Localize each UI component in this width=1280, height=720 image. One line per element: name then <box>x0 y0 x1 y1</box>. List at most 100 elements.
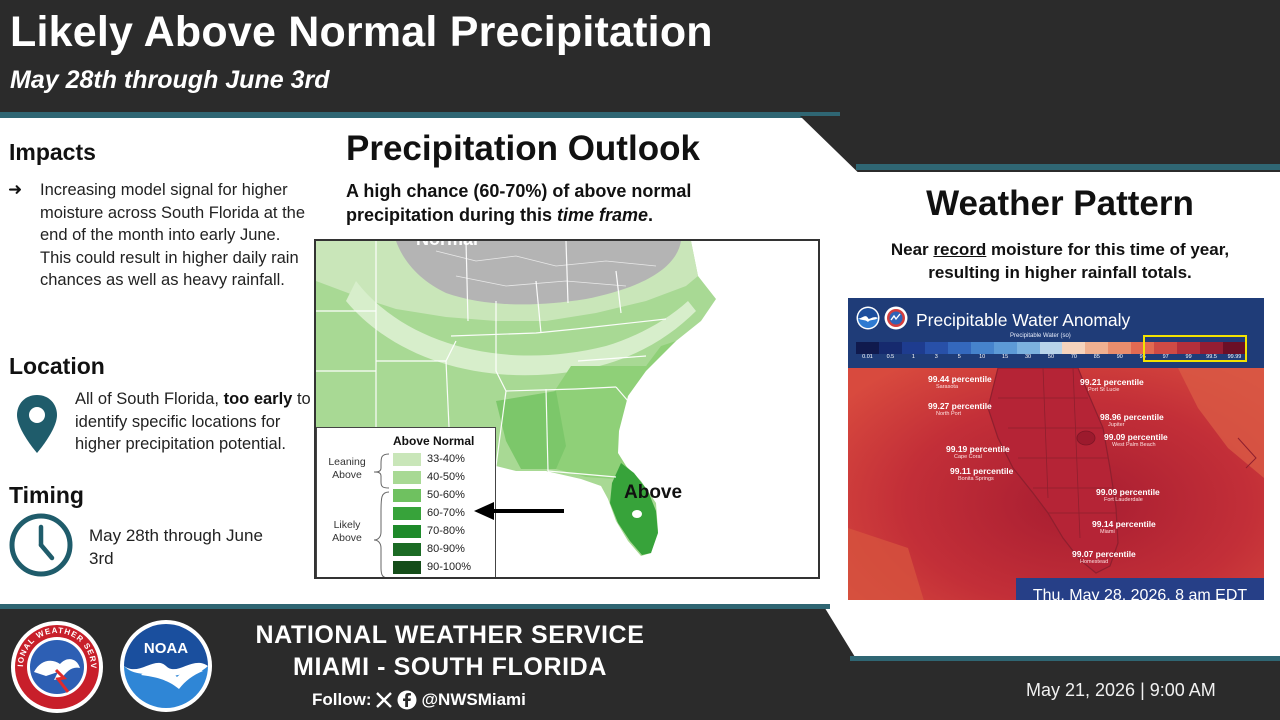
location-text-pre: All of South Florida, <box>75 390 224 408</box>
weather-pattern-subtitle: Near record moisture for this time of ye… <box>858 238 1262 284</box>
outlook-heading: Precipitation Outlook <box>346 129 700 168</box>
legend-swatch <box>393 561 421 574</box>
pw-colorbar-tick: 30 <box>1024 354 1032 360</box>
pw-colorbar-ticks: 0.01 0.5 1 3 5 10 15 30 50 70 85 90 95 97 99 99.5 99.99 <box>856 354 1246 360</box>
precipitable-water-panel: Precipitable Water Anomaly Precipitable … <box>848 298 1264 614</box>
pw-colorbar-label: Precipitable Water (so) <box>1010 333 1071 339</box>
footer-org-line1: NATIONAL WEATHER SERVICE <box>255 621 645 649</box>
pw-colorbar-cell <box>947 342 971 354</box>
pw-colorbar-tick: 85 <box>1093 354 1100 360</box>
legend-swatch <box>393 543 421 556</box>
pw-colorbar-tick: 5 <box>957 354 961 360</box>
map-label-normal: Normal <box>416 239 479 249</box>
legend-row: 90-100% <box>393 560 493 576</box>
pw-reading-city: Bonita Springs <box>958 476 994 482</box>
legend-row: 70-80% <box>393 524 493 540</box>
footer-accent-stripe-right <box>850 656 1280 661</box>
pw-reading-value: 99.21 percentile <box>1080 377 1144 387</box>
impacts-text: Increasing model signal for higher moist… <box>40 181 306 289</box>
pw-colorbar-tick: 99 <box>1185 354 1192 360</box>
pw-colorbar-cell <box>1085 342 1109 354</box>
pw-reading-city: Sarasota <box>936 384 959 390</box>
facebook-logo-icon[interactable] <box>397 690 417 710</box>
pw-reading-city: Cape Coral <box>954 454 982 460</box>
pw-timestamp: Thu, May 28, 2026, 8 am EDT <box>1016 578 1264 614</box>
pw-colorbar-cell <box>878 342 902 354</box>
pw-colorbar-tick: 95 <box>1139 354 1146 360</box>
timing-text: May 28th through June 3rd <box>89 526 263 568</box>
pw-colorbar-tick: 0.01 <box>862 354 873 360</box>
location-text: All of South Florida, too early to ident… <box>75 388 315 456</box>
outlook-subtitle-italic: time frame <box>557 205 649 225</box>
pw-reading-value: 99.19 percentile <box>946 444 1010 454</box>
pw-reading-value: 98.96 percentile <box>1100 412 1164 422</box>
pw-anomaly-map <box>848 367 1264 614</box>
pw-colorbar-tick: 1 <box>911 354 915 360</box>
legend-label: 80-90% <box>427 543 465 555</box>
pw-colorbar-cell <box>993 342 1017 354</box>
pw-colorbar-cell <box>970 342 994 354</box>
pw-colorbar-tick: 99.5 <box>1206 354 1217 360</box>
highlight-arrow-icon <box>474 502 564 520</box>
map-pin-icon <box>17 395 57 453</box>
pw-colorbar-cell <box>1131 342 1155 354</box>
weather-pattern-subtitle-pre: Near <box>890 240 934 259</box>
legend-braces <box>373 453 390 577</box>
legend-row: 60-70% <box>393 506 493 522</box>
legend-label: 50-60% <box>427 489 465 501</box>
pw-colorbar-tick: 90 <box>1116 354 1123 360</box>
pw-reading-city: Fort Lauderdale <box>1104 497 1143 503</box>
legend-swatch <box>393 453 421 466</box>
pw-colorbar-cell <box>1016 342 1040 354</box>
pw-colorbar-highlight-box <box>1143 335 1247 362</box>
clock-icon <box>9 513 73 577</box>
legend-row: 80-90% <box>393 542 493 558</box>
nws-mini-logo-icon <box>884 306 908 330</box>
pw-reading-value: 99.27 percentile <box>928 401 992 411</box>
weather-pattern-subtitle-post: moisture for this time of year, resultin… <box>928 240 1230 282</box>
pw-colorbar-cell <box>1223 342 1246 354</box>
outlook-subtitle-pre: A high chance (60-70%) of above normal p… <box>346 181 692 225</box>
legend-label: 40-50% <box>427 471 465 483</box>
pw-colorbar-cell <box>1108 342 1132 354</box>
legend-label: 60-70% <box>427 507 465 519</box>
legend-group-likely: Likely Above <box>332 519 362 544</box>
page-title: Likely Above Normal Precipitation <box>10 8 713 56</box>
outlook-subtitle: A high chance (60-70%) of above normal p… <box>346 179 796 227</box>
legend-swatch <box>393 471 421 484</box>
pw-colorbar-tick: 3 <box>934 354 938 360</box>
pw-colorbar-tick: 70 <box>1070 354 1077 360</box>
legend-group-leaning: Leaning Above <box>328 456 366 481</box>
pw-colorbar-cell <box>1154 342 1178 354</box>
legend-row: 33-40% <box>393 452 493 468</box>
location-heading: Location <box>9 353 105 379</box>
pw-colorbar-tick: 0.5 <box>886 354 895 360</box>
pw-colorbar-cell <box>856 342 879 354</box>
location-text-post: to identify specific locations for highe… <box>75 390 311 453</box>
legend-label: 90-100% <box>427 561 472 573</box>
x-logo-icon[interactable] <box>375 691 393 709</box>
pw-colorbar-tick: 99.99 <box>1227 354 1242 360</box>
nws-seal-logo: NATIONAL WEATHER SERVICE <box>10 620 103 713</box>
pw-reading-city: West Palm Beach <box>1112 442 1156 448</box>
legend-row: 40-50% <box>393 470 493 486</box>
header-accent-stripe <box>0 112 840 118</box>
weather-pattern-subtitle-underlined: record <box>933 240 987 259</box>
legend-row: 50-60% <box>393 488 493 504</box>
pw-colorbar-cell <box>1177 342 1201 354</box>
outlook-map-graphic <box>316 241 818 577</box>
legend-swatch <box>393 507 421 520</box>
pw-panel-title: Precipitable Water Anomaly <box>916 310 1131 330</box>
legend-title: Above Normal <box>393 434 475 448</box>
header-banner: Likely Above Normal Precipitation May 28… <box>0 0 1280 118</box>
pw-reading-value: 99.44 percentile <box>928 374 992 384</box>
pw-colorbar <box>856 342 1246 354</box>
pw-colorbar-tick: 97 <box>1162 354 1169 360</box>
footer-org-line2: MIAMI - SOUTH FLORIDA <box>293 653 607 681</box>
pw-reading-value: 99.14 percentile <box>1092 519 1156 529</box>
pw-reading-value: 99.09 percentile <box>1104 432 1168 442</box>
social-follow: Follow: @NWSMiami <box>312 688 526 712</box>
pw-colorbar-cell <box>901 342 925 354</box>
social-handle-link[interactable]: @NWSMiami <box>421 690 526 709</box>
legend-label: 70-80% <box>427 525 465 537</box>
